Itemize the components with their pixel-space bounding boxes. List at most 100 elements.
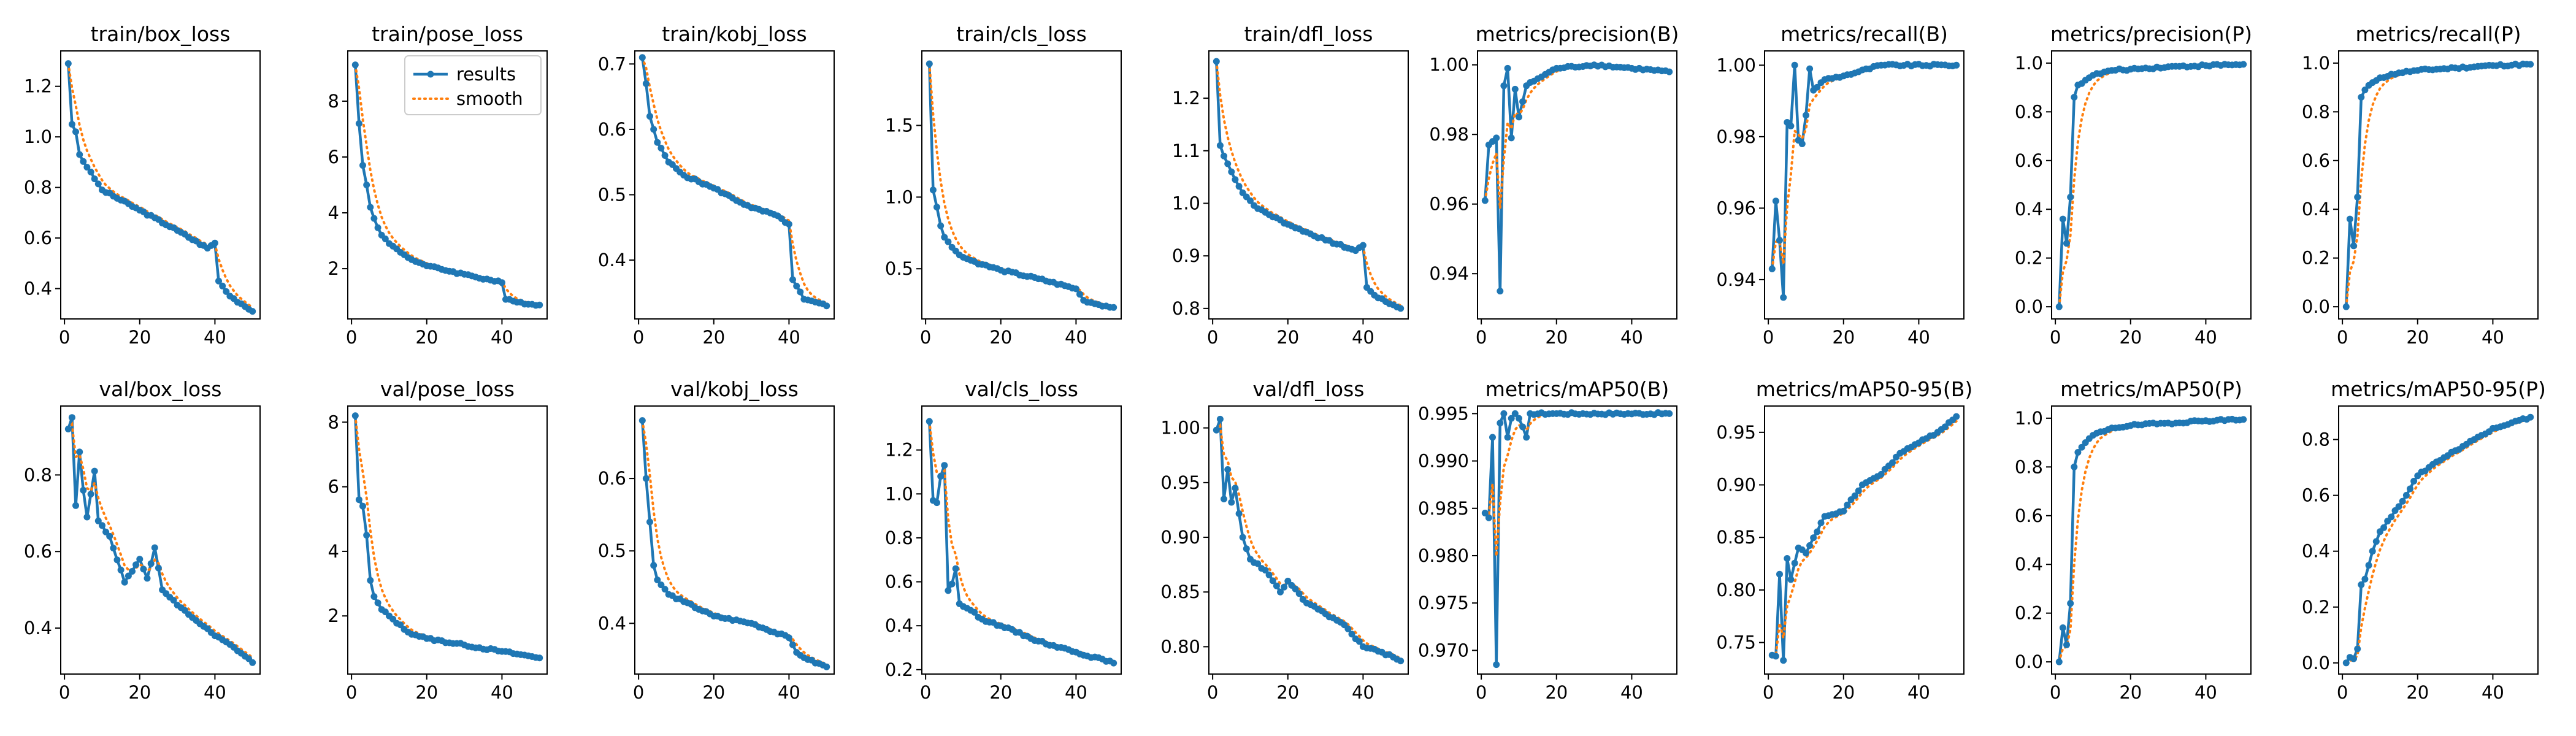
y-tick-label: 1.0: [2015, 53, 2043, 74]
smooth-series-line: [1215, 60, 1402, 307]
x-tick-label: 40: [1065, 327, 1087, 348]
results-point: [1281, 583, 1288, 591]
results-point: [1817, 519, 1825, 526]
x-tick-label: 40: [491, 682, 513, 703]
y-tick-label: 0.995: [1418, 403, 1469, 424]
x-tick-label: 20: [415, 327, 438, 348]
results-series-line: [928, 421, 1114, 665]
results-point: [1481, 197, 1489, 204]
y-tick-label: 2: [328, 258, 339, 279]
x-tick-label: 0: [1476, 327, 1487, 348]
results-point: [1791, 559, 1798, 567]
y-tick-label: 0.0: [2302, 296, 2330, 317]
y-tick-label: 0.8: [24, 177, 52, 198]
results-point: [937, 222, 945, 229]
axes-frame: [1477, 405, 1677, 675]
results-point: [793, 282, 800, 289]
y-tick-label: 1.0: [2302, 53, 2330, 74]
results-point: [2071, 463, 2078, 470]
results-point: [1814, 528, 1821, 535]
results-point: [2410, 478, 2418, 485]
smooth-series-line: [1771, 420, 1958, 657]
results-series-line: [1484, 411, 1669, 666]
results-point: [1844, 501, 1851, 508]
results-point: [2074, 449, 2082, 456]
panel-title: val/kobj_loss: [670, 377, 799, 401]
results-point: [785, 634, 792, 642]
y-tick-label: 0.6: [2015, 505, 2043, 526]
y-tick-label: 1.0: [24, 126, 52, 147]
panel-title: val/box_loss: [99, 377, 222, 401]
y-tick-label: 2: [328, 605, 339, 626]
smooth-series-line: [67, 421, 254, 659]
results-point: [381, 236, 389, 242]
results-point: [91, 467, 98, 475]
chart-panel: val/dfl_loss 0 20 40 0.80 0.85 0.90 0.95 1.00: [1160, 377, 1409, 703]
results-point: [129, 568, 136, 575]
x-tick-label: 40: [1620, 682, 1643, 703]
results-point: [1806, 65, 1814, 72]
x-tick-label: 40: [2482, 682, 2504, 703]
results-point: [374, 599, 381, 607]
results-point: [2063, 240, 2070, 247]
chart-panel: metrics/precision(B) 0 20 40 0.94 0.96 0.98 1.0…: [1429, 22, 1679, 348]
results-point: [1511, 85, 1519, 93]
smooth-series-line: [928, 420, 1115, 662]
results-point: [351, 412, 359, 420]
results-point: [1511, 410, 1519, 417]
results-point: [117, 566, 125, 573]
y-tick-label: 6: [328, 147, 339, 167]
x-tick-label: 20: [702, 327, 725, 348]
smooth-series-line: [928, 63, 1115, 308]
results-point: [136, 556, 144, 563]
results-point: [132, 561, 140, 569]
results-point: [661, 586, 669, 593]
x-tick-label: 0: [920, 682, 931, 703]
results-point: [646, 113, 653, 120]
axes-frame: [634, 50, 835, 320]
results-point: [536, 301, 543, 309]
y-tick-label: 0.75: [1716, 632, 1756, 653]
panel-title: train/box_loss: [91, 22, 231, 46]
y-tick-label: 0.80: [1160, 636, 1200, 657]
results-point: [1265, 571, 1273, 578]
results-point: [2067, 193, 2074, 201]
y-tick-label: 0.4: [2015, 554, 2043, 575]
results-point: [2067, 600, 2074, 607]
results-point: [1500, 410, 1508, 417]
results-point: [926, 418, 933, 425]
results-point: [2354, 193, 2361, 201]
results-point: [223, 288, 230, 295]
y-tick-label: 1.2: [885, 440, 913, 461]
results-point: [971, 608, 978, 616]
results-point: [1228, 499, 1235, 506]
results-point: [933, 499, 940, 507]
results-point: [2240, 61, 2247, 68]
axes-frame: [921, 405, 1122, 675]
results-point: [1666, 68, 1673, 75]
x-tick-label: 20: [1276, 682, 1299, 703]
results-point: [87, 491, 94, 498]
results-point: [87, 168, 94, 175]
y-tick-label: 0.6: [885, 572, 913, 592]
y-tick-label: 6: [328, 477, 339, 497]
y-tick-label: 0.5: [598, 540, 626, 561]
results-point: [1221, 496, 1227, 503]
results-point: [657, 145, 665, 151]
axes-frame: [1764, 405, 1965, 675]
results-point: [1780, 657, 1787, 664]
results-point: [1772, 653, 1779, 660]
x-tick-label: 0: [1476, 682, 1487, 703]
results-point: [1355, 638, 1363, 645]
chart-panel: metrics/mAP50-95(B) 0 20 40 0.75 0.80 0.85 0.90…: [1716, 377, 1972, 703]
chart-panel: val/kobj_loss 0 20 40 0.4 0.5 0.6: [598, 377, 835, 703]
y-tick-label: 0.9: [1172, 245, 1200, 266]
results-point: [1292, 585, 1299, 592]
results-point: [1213, 58, 1220, 65]
results-point: [99, 522, 105, 529]
x-tick-label: 0: [920, 327, 931, 348]
results-point: [1497, 288, 1504, 295]
results-point: [2354, 645, 2361, 653]
results-point: [359, 162, 366, 169]
results-point: [1508, 134, 1515, 142]
